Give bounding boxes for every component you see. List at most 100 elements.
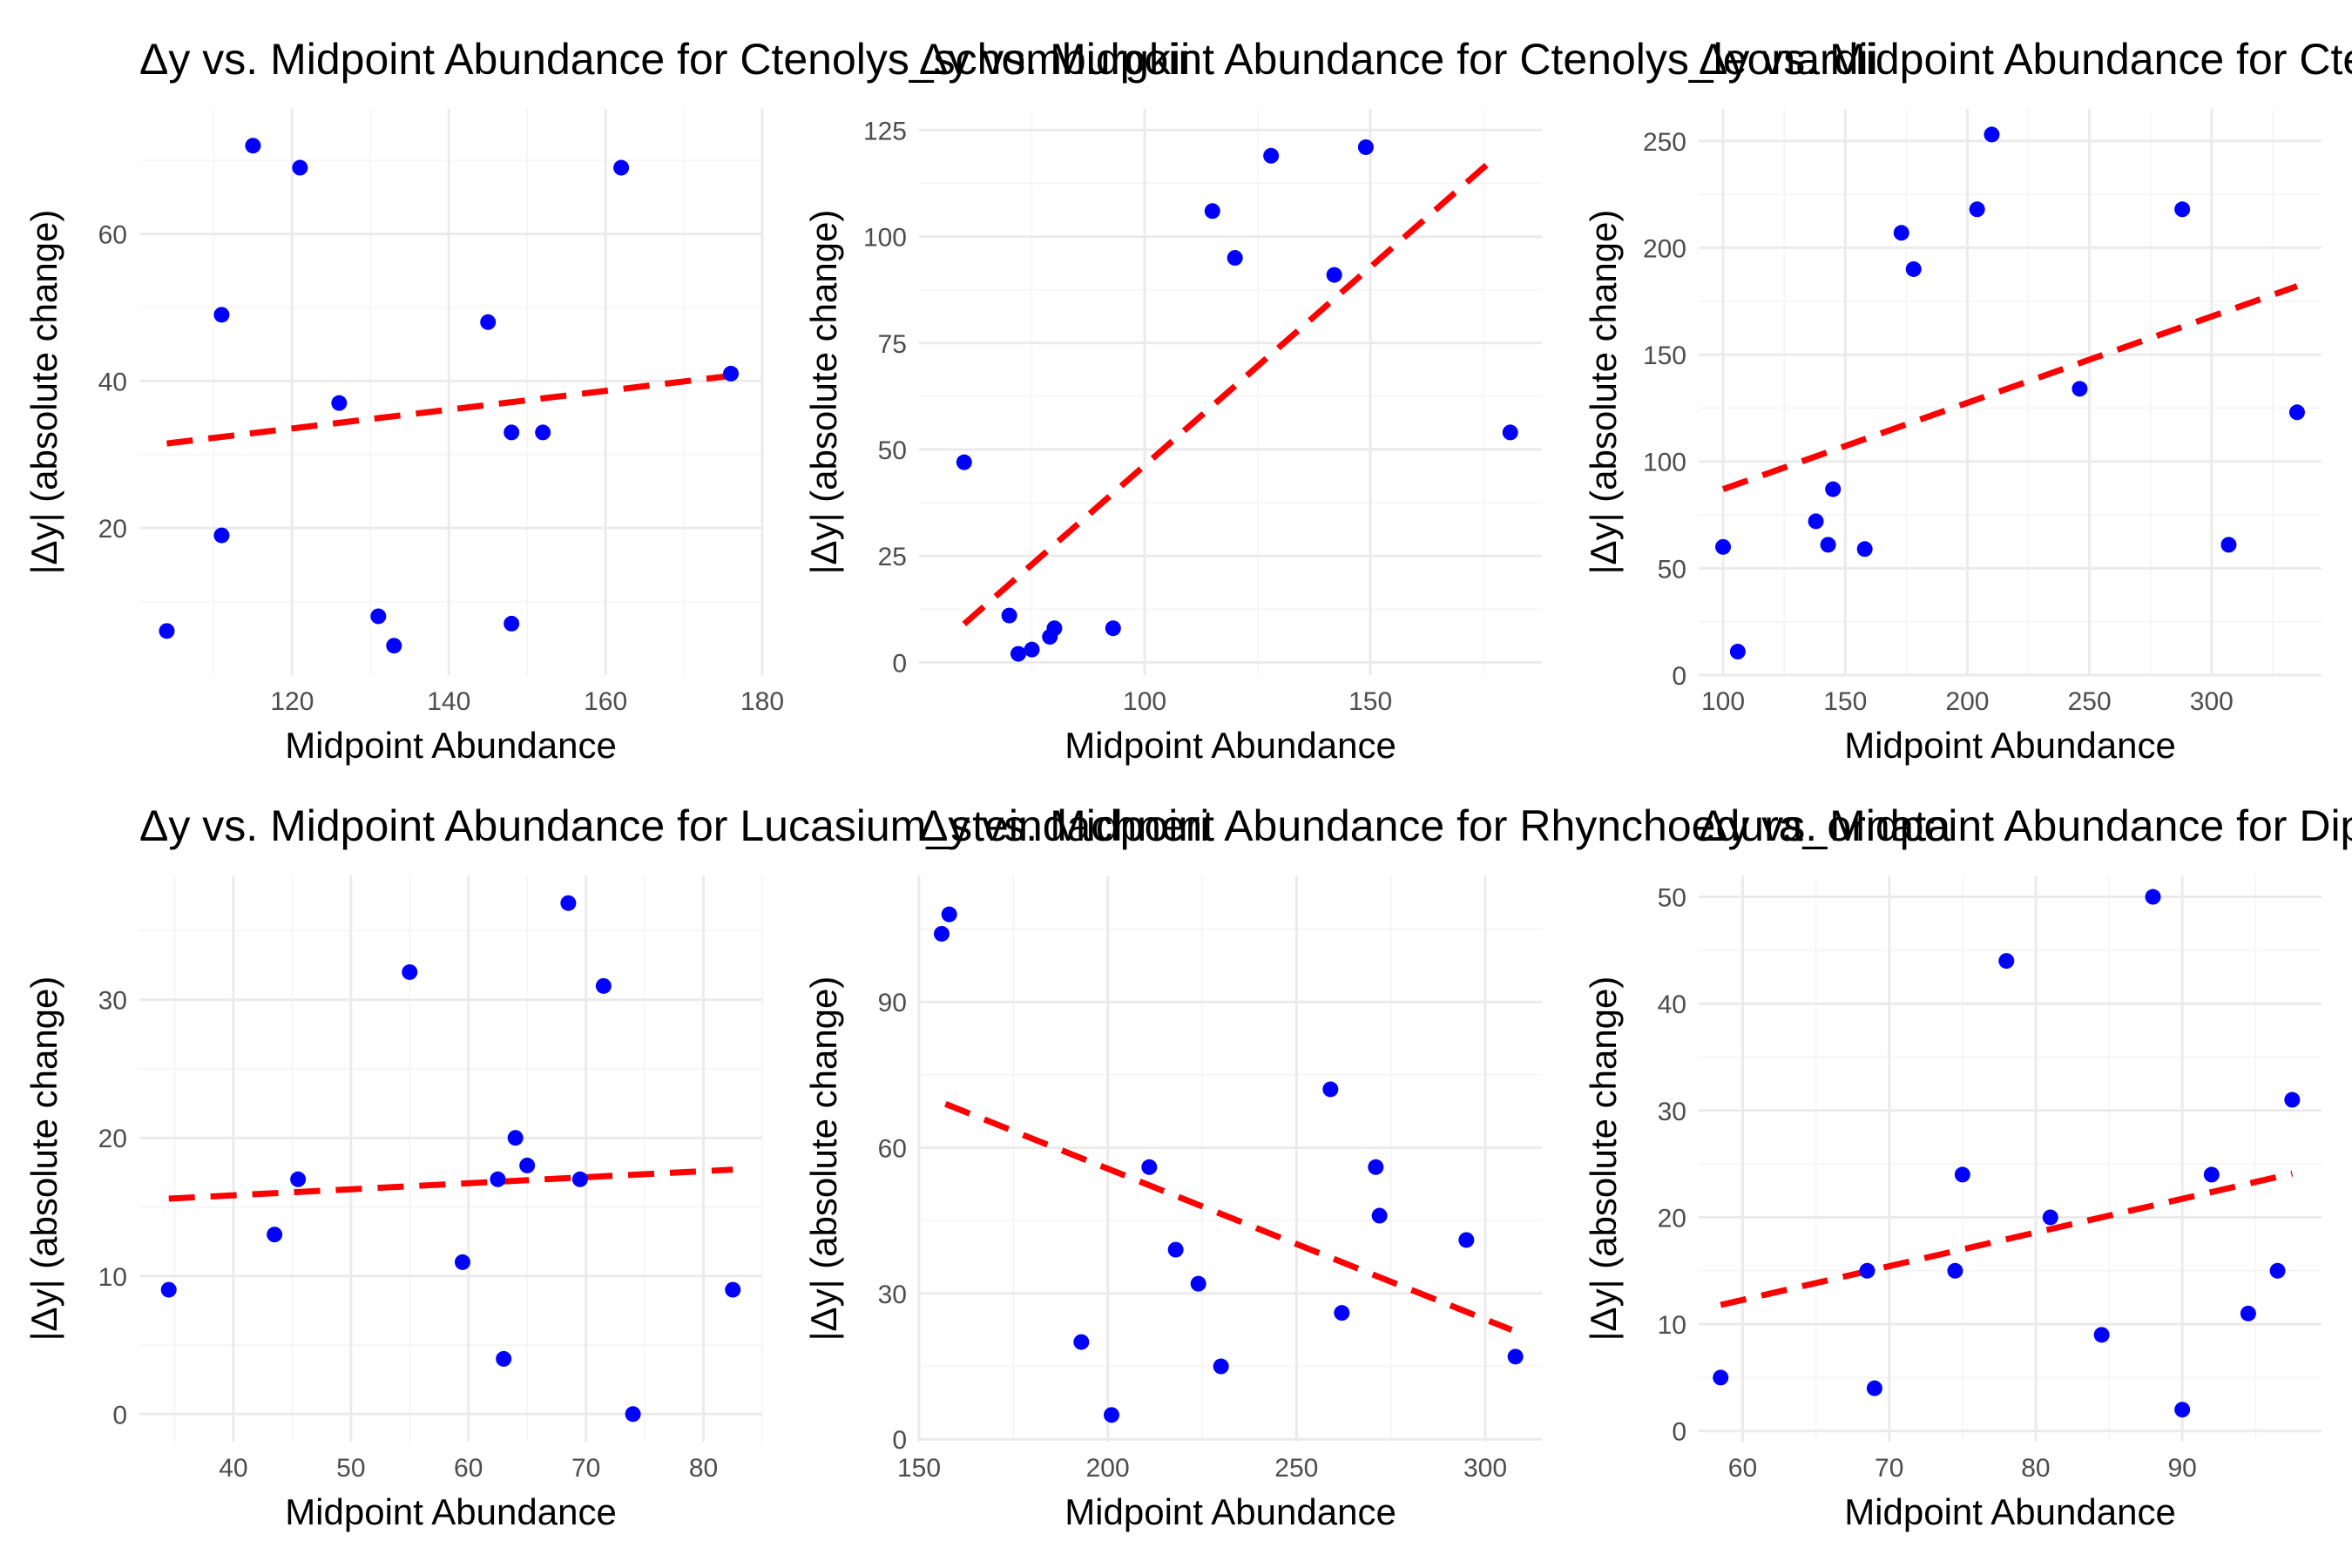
data-point: [1715, 538, 1732, 555]
data-point: [496, 1350, 512, 1367]
y-tick-label: 50: [1658, 884, 1686, 913]
data-point: [1073, 1334, 1090, 1350]
x-tick-label: 250: [1274, 1454, 1318, 1483]
x-axis-title: Midpoint Abundance: [1064, 725, 1396, 766]
data-point: [625, 1406, 641, 1423]
data-point: [1263, 147, 1280, 164]
data-point: [1820, 537, 1836, 553]
panel-title: Δy vs. Midpoint Abundance for Diplodacty…: [1699, 801, 2352, 850]
data-point: [2093, 1327, 2110, 1343]
y-tick-label: 10: [98, 1263, 127, 1292]
data-point: [571, 1171, 588, 1187]
data-point: [1326, 267, 1342, 283]
panel-3: 100 150 200 250 300 0 50 100 150 200 250 Midpoint A…: [1583, 109, 2322, 766]
y-tick-label: 20: [1658, 1204, 1686, 1233]
data-point: [1984, 126, 2000, 143]
x-tick-label: 150: [1823, 687, 1867, 716]
y-tick-label: 0: [112, 1401, 127, 1429]
x-tick-label: 150: [897, 1454, 941, 1483]
panel-title: Δy vs. Midpoint Abundance for Ctenolys_c…: [1699, 35, 2352, 84]
y-tick-label: 25: [878, 543, 907, 571]
data-point: [613, 159, 630, 176]
x-tick-label: 140: [427, 687, 470, 716]
x-tick-label: 160: [584, 687, 627, 716]
y-tick-label: 40: [98, 368, 127, 396]
data-point: [507, 1130, 524, 1146]
data-point: [519, 1157, 536, 1173]
y-axis-title: |Δy| (absolute change): [1583, 977, 1624, 1342]
data-point: [386, 638, 402, 654]
data-point: [595, 977, 612, 994]
x-tick-label: 70: [1875, 1454, 1903, 1483]
x-tick-label: 300: [2190, 687, 2234, 716]
panel-title: Δy vs. Midpoint Abundance for Rhynchoedu…: [919, 801, 1950, 850]
data-point: [2284, 1092, 2301, 1108]
data-point: [723, 365, 740, 382]
y-tick-label: 0: [1672, 662, 1686, 691]
x-axis-title: Midpoint Abundance: [1844, 725, 2176, 766]
data-point: [504, 615, 520, 632]
data-point: [159, 623, 175, 639]
data-point: [934, 925, 950, 942]
data-point: [535, 424, 551, 441]
x-axis-title: Midpoint Abundance: [1844, 1491, 2176, 1532]
data-point: [1001, 607, 1017, 624]
data-point: [504, 424, 520, 441]
data-point: [213, 307, 230, 323]
y-axis-title: |Δy| (absolute change): [1583, 210, 1624, 575]
data-point: [490, 1171, 506, 1187]
data-point: [1357, 139, 1374, 155]
x-tick-label: 120: [270, 687, 314, 716]
y-tick-label: 75: [878, 330, 907, 359]
data-point: [1998, 953, 2015, 970]
data-point: [1808, 513, 1824, 530]
data-point: [1954, 1166, 1970, 1183]
y-axis-title: |Δy| (absolute change): [803, 210, 844, 575]
data-point: [2174, 201, 2191, 218]
panel-4: 40 50 60 70 80 0 10 20 30 Midpoint Abundance |Δy| …: [24, 875, 763, 1532]
y-tick-label: 0: [892, 649, 907, 678]
x-tick-label: 90: [2167, 1454, 2196, 1483]
data-point: [454, 1254, 470, 1270]
y-tick-label: 0: [892, 1426, 907, 1455]
y-tick-label: 60: [878, 1134, 907, 1163]
y-tick-label: 40: [1658, 990, 1686, 1019]
data-point: [1859, 1262, 1876, 1279]
data-point: [1334, 1305, 1350, 1321]
y-tick-label: 100: [1643, 449, 1686, 477]
data-point: [725, 1281, 741, 1298]
data-point: [1905, 260, 1922, 277]
x-tick-label: 150: [1348, 687, 1392, 716]
x-tick-label: 300: [1463, 1454, 1507, 1483]
data-point: [1104, 1407, 1119, 1423]
data-point: [290, 1171, 307, 1187]
panel-6: 60 70 80 90 0 10 20 30 40 50 Midpoint Abundance |Δy…: [1583, 875, 2322, 1532]
regression-line: [168, 1166, 733, 1202]
titles-layer: Δy vs. Midpoint Abundance for Ctenolys_s…: [139, 35, 2352, 850]
y-tick-label: 20: [98, 1125, 127, 1153]
data-point: [1105, 620, 1121, 637]
data-point: [1190, 1275, 1206, 1292]
y-axis-title: |Δy| (absolute change): [803, 977, 844, 1342]
data-point: [292, 159, 308, 176]
data-point: [560, 895, 577, 911]
data-point: [160, 1281, 177, 1298]
regression-line: [166, 372, 732, 447]
data-point: [370, 608, 387, 625]
data-point: [2288, 404, 2305, 421]
y-tick-label: 50: [878, 436, 907, 465]
data-point: [2042, 1209, 2058, 1226]
panel-2: 100 150 0 25 50 75 100 125 Midpoint Abundance |Δy…: [803, 109, 1542, 766]
data-point: [1046, 620, 1063, 637]
panel-1: 120 140 160 180 20 40 60 Midpoint Abundance |Δy|…: [24, 109, 784, 766]
x-tick-label: 70: [571, 1454, 600, 1483]
x-tick-label: 200: [1086, 1454, 1130, 1483]
y-tick-label: 250: [1643, 128, 1686, 157]
y-tick-label: 0: [1672, 1418, 1686, 1447]
y-tick-label: 20: [98, 515, 127, 544]
data-point: [1856, 541, 1873, 558]
y-tick-label: 100: [863, 224, 907, 253]
data-point: [1167, 1241, 1184, 1258]
